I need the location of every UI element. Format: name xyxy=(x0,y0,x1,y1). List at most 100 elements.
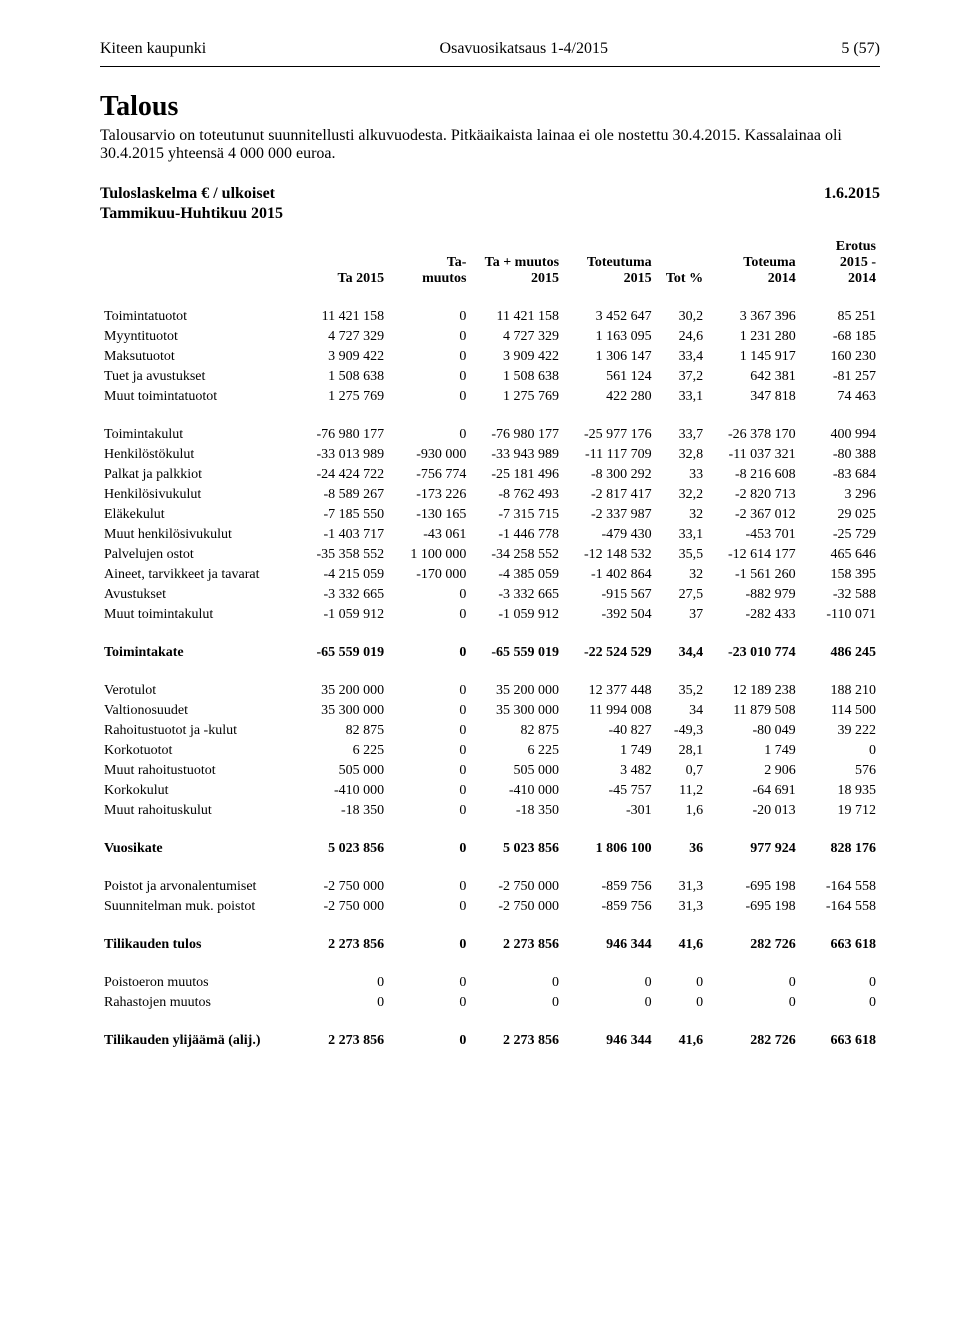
row-label: Verotulot xyxy=(100,663,296,701)
cell: -2 367 012 xyxy=(707,505,800,525)
row-label: Valtionosuudet xyxy=(100,701,296,721)
row-label: Poistot ja arvonalentumiset xyxy=(100,859,296,897)
cell: 0 xyxy=(800,741,880,761)
table-row: Henkilösivukulut-8 589 267-173 226-8 762… xyxy=(100,485,880,505)
table-row: Vuosikate5 023 85605 023 8561 806 100369… xyxy=(100,821,880,859)
table-row: Rahoitustuotot ja -kulut82 875082 875-40… xyxy=(100,721,880,741)
tuloslaskelma-subheading: Tammikuu-Huhtikuu 2015 xyxy=(100,205,880,223)
cell: -882 979 xyxy=(707,585,800,605)
tuloslaskelma-table: Ta 2015 Ta- muutos Ta + muutos 2015 Tote… xyxy=(100,237,880,1051)
cell: 11 421 158 xyxy=(470,289,563,327)
cell: 347 818 xyxy=(707,387,800,407)
cell: 0 xyxy=(563,955,656,993)
cell: 0 xyxy=(388,1013,470,1051)
cell: 85 251 xyxy=(800,289,880,327)
table-row: Palvelujen ostot-35 358 5521 100 000-34 … xyxy=(100,545,880,565)
cell: -392 504 xyxy=(563,605,656,625)
col-header-taplus: Ta + muutos 2015 xyxy=(470,237,563,289)
row-label: Palkat ja palkkiot xyxy=(100,465,296,485)
cell: -68 185 xyxy=(800,327,880,347)
cell: 11 879 508 xyxy=(707,701,800,721)
cell: 0 xyxy=(388,859,470,897)
col-header-toteutuma2015: Toteutuma 2015 xyxy=(563,237,656,289)
tuloslaskelma-heading: Tuloslaskelma € / ulkoiset 1.6.2015 xyxy=(100,185,880,203)
cell: 3 482 xyxy=(563,761,656,781)
cell: 0 xyxy=(707,993,800,1013)
cell: -173 226 xyxy=(388,485,470,505)
cell: -20 013 xyxy=(707,801,800,821)
cell: -76 980 177 xyxy=(470,407,563,445)
cell: 1 231 280 xyxy=(707,327,800,347)
cell: 0 xyxy=(388,367,470,387)
table-row: Avustukset-3 332 6650-3 332 665-915 5672… xyxy=(100,585,880,605)
cell: 30,2 xyxy=(656,289,707,327)
row-label: Vuosikate xyxy=(100,821,296,859)
cell: -130 165 xyxy=(388,505,470,525)
table-row: Muut rahoitustuotot505 0000505 0003 4820… xyxy=(100,761,880,781)
row-label: Toimintatuotot xyxy=(100,289,296,327)
cell: 19 712 xyxy=(800,801,880,821)
cell: -164 558 xyxy=(800,859,880,897)
cell: -24 424 722 xyxy=(296,465,389,485)
cell: 0 xyxy=(388,387,470,407)
row-label: Muut toimintakulut xyxy=(100,605,296,625)
cell: 2 273 856 xyxy=(296,1013,389,1051)
col-header-span: Erotus xyxy=(836,239,876,254)
row-label: Korkotuotot xyxy=(100,741,296,761)
cell: 1,6 xyxy=(656,801,707,821)
cell: 114 500 xyxy=(800,701,880,721)
col-header-span: Ta + muutos xyxy=(485,255,559,270)
cell: 11 421 158 xyxy=(296,289,389,327)
cell: 1 508 638 xyxy=(470,367,563,387)
cell: 41,6 xyxy=(656,1013,707,1051)
row-label: Rahastojen muutos xyxy=(100,993,296,1013)
table-row: Poistot ja arvonalentumiset-2 750 0000-2… xyxy=(100,859,880,897)
cell: 82 875 xyxy=(296,721,389,741)
cell: 5 023 856 xyxy=(296,821,389,859)
cell: -3 332 665 xyxy=(296,585,389,605)
cell: -170 000 xyxy=(388,565,470,585)
cell: 422 280 xyxy=(563,387,656,407)
cell: -22 524 529 xyxy=(563,625,656,663)
cell: 282 726 xyxy=(707,917,800,955)
cell: -7 185 550 xyxy=(296,505,389,525)
cell: 0 xyxy=(800,993,880,1013)
table-row: Toimintakate-65 559 0190-65 559 019-22 5… xyxy=(100,625,880,663)
table-row: Rahastojen muutos0000000 xyxy=(100,993,880,1013)
cell: 11,2 xyxy=(656,781,707,801)
cell: 3 367 396 xyxy=(707,289,800,327)
table-row: Valtionosuudet35 300 000035 300 00011 99… xyxy=(100,701,880,721)
cell: -8 216 608 xyxy=(707,465,800,485)
cell: 27,5 xyxy=(656,585,707,605)
row-label: Henkilösivukulut xyxy=(100,485,296,505)
cell: 2 273 856 xyxy=(470,917,563,955)
cell: 31,3 xyxy=(656,897,707,917)
row-label: Suunnitelman muk. poistot xyxy=(100,897,296,917)
col-header-label xyxy=(100,237,296,289)
cell: 465 646 xyxy=(800,545,880,565)
cell: 0,7 xyxy=(656,761,707,781)
cell: -2 750 000 xyxy=(296,859,389,897)
table-row: Myyntituotot4 727 32904 727 3291 163 095… xyxy=(100,327,880,347)
cell: 1 306 147 xyxy=(563,347,656,367)
cell: 4 727 329 xyxy=(296,327,389,347)
cell: -81 257 xyxy=(800,367,880,387)
cell: 33,1 xyxy=(656,525,707,545)
cell: -2 750 000 xyxy=(470,859,563,897)
cell: -65 559 019 xyxy=(470,625,563,663)
cell: 74 463 xyxy=(800,387,880,407)
cell: -18 350 xyxy=(470,801,563,821)
cell: 0 xyxy=(388,605,470,625)
cell: 0 xyxy=(296,993,389,1013)
cell: 160 230 xyxy=(800,347,880,367)
cell: 946 344 xyxy=(563,1013,656,1051)
row-label: Muut rahoituskulut xyxy=(100,801,296,821)
cell: -80 388 xyxy=(800,445,880,465)
cell: -7 315 715 xyxy=(470,505,563,525)
col-header-span: Toteuma xyxy=(743,255,795,270)
cell: -80 049 xyxy=(707,721,800,741)
cell: -695 198 xyxy=(707,859,800,897)
cell: -2 750 000 xyxy=(470,897,563,917)
cell: 28,1 xyxy=(656,741,707,761)
cell: 1 163 095 xyxy=(563,327,656,347)
